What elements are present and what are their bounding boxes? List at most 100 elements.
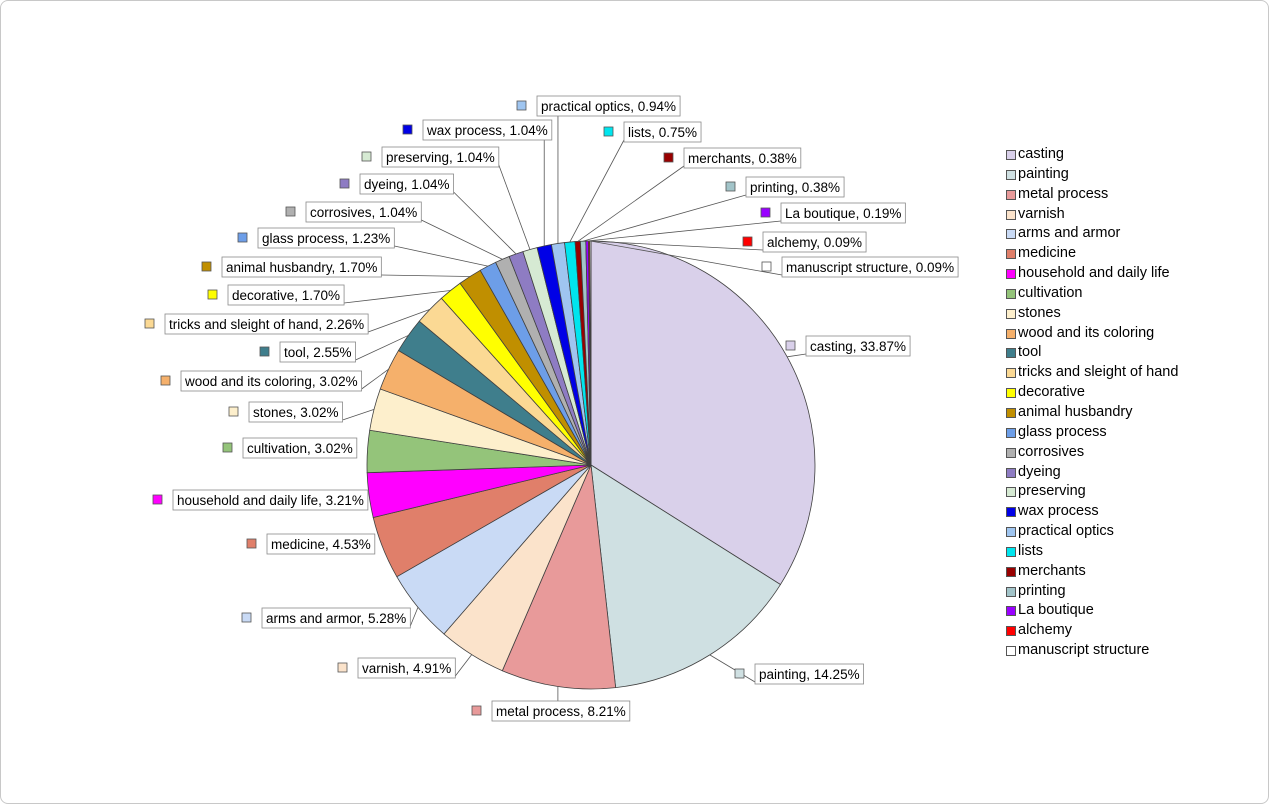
legend-swatch-alchemy bbox=[1006, 626, 1016, 637]
leader-line-printing bbox=[582, 194, 747, 242]
label-text-casting: casting, 33.87% bbox=[810, 339, 906, 354]
legend-label-decorative: decorative bbox=[1018, 384, 1085, 401]
data-label-dyeing: dyeing, 1.04% bbox=[339, 173, 454, 195]
label-swatch-metal-process bbox=[471, 705, 482, 716]
data-label-painting: painting, 14.25% bbox=[734, 663, 864, 685]
label-box-corrosives bbox=[305, 201, 422, 223]
label-box-metal-process bbox=[491, 700, 631, 722]
label-swatch-decorative bbox=[207, 289, 218, 300]
legend-swatch-merchants bbox=[1006, 566, 1016, 577]
leader-line-lists bbox=[569, 139, 625, 243]
legend-swatch-dyeing bbox=[1006, 467, 1016, 478]
label-text-varnish: varnish, 4.91% bbox=[362, 661, 451, 676]
legend-label-painting: painting bbox=[1018, 165, 1069, 182]
label-swatch-painting bbox=[734, 668, 745, 679]
label-text-cultivation: cultivation, 3.02% bbox=[247, 441, 353, 456]
data-label-household-and-daily-life: household and daily life, 3.21% bbox=[152, 489, 369, 511]
leader-line-animal-husbandry bbox=[381, 274, 470, 277]
label-box-practical-optics bbox=[536, 95, 681, 117]
leader-line-wood-and-its-coloring bbox=[361, 369, 389, 390]
pie-slices bbox=[366, 240, 816, 690]
data-label-lists: lists, 0.75% bbox=[603, 121, 702, 143]
legend-label-la-boutique: La boutique bbox=[1018, 602, 1094, 619]
label-box-stones bbox=[248, 401, 343, 423]
legend-swatch-la-boutique bbox=[1006, 606, 1016, 617]
legend-label-printing: printing bbox=[1018, 582, 1066, 599]
label-box-printing bbox=[745, 176, 845, 198]
data-label-glass-process: glass process, 1.23% bbox=[237, 227, 395, 249]
data-label-preserving: preserving, 1.04% bbox=[361, 146, 500, 168]
label-swatch-tricks-and-sleight-of-hand bbox=[144, 318, 155, 329]
legend-label-glass-process: glass process bbox=[1018, 423, 1107, 440]
legend-item-dyeing: dyeing bbox=[1005, 463, 1235, 483]
legend-label-medicine: medicine bbox=[1018, 245, 1077, 262]
label-text-lists: lists, 0.75% bbox=[628, 125, 697, 140]
legend-item-household-and-daily-life: household and daily life bbox=[1005, 264, 1235, 284]
legend-label-wax-process: wax process bbox=[1018, 503, 1099, 520]
data-label-animal-husbandry: animal husbandry, 1.70% bbox=[201, 256, 382, 278]
label-box-animal-husbandry bbox=[221, 256, 382, 278]
legend-label-household-and-daily-life: household and daily life bbox=[1018, 265, 1170, 282]
label-box-la-boutique bbox=[780, 202, 906, 224]
label-text-alchemy: alchemy, 0.09% bbox=[767, 235, 862, 250]
label-text-decorative: decorative, 1.70% bbox=[232, 288, 340, 303]
label-swatch-wax-process bbox=[402, 124, 413, 135]
leader-line-varnish bbox=[454, 654, 473, 677]
label-box-medicine bbox=[266, 533, 376, 555]
legend-item-wax-process: wax process bbox=[1005, 502, 1235, 522]
label-box-wax-process bbox=[422, 119, 553, 141]
legend-label-tricks-and-sleight-of-hand: tricks and sleight of hand bbox=[1018, 364, 1179, 381]
leader-line-preserving bbox=[498, 164, 531, 250]
leader-line-la-boutique bbox=[587, 220, 782, 242]
legend-swatch-metal-process bbox=[1006, 189, 1016, 200]
leader-line-corrosives bbox=[421, 219, 503, 260]
label-box-varnish bbox=[357, 657, 456, 679]
label-swatch-household-and-daily-life bbox=[152, 494, 163, 505]
label-box-wood-and-its-coloring bbox=[180, 370, 363, 392]
legend-swatch-corrosives bbox=[1006, 447, 1016, 458]
label-text-tool: tool, 2.55% bbox=[284, 345, 352, 360]
leader-line-arms-and-armor bbox=[409, 607, 419, 627]
label-swatch-la-boutique bbox=[760, 207, 771, 218]
label-text-la-boutique: La boutique, 0.19% bbox=[785, 206, 901, 221]
legend-item-alchemy: alchemy bbox=[1005, 621, 1235, 641]
pie-slice-metal-process bbox=[501, 463, 617, 690]
data-label-corrosives: corrosives, 1.04% bbox=[285, 201, 422, 223]
data-label-tricks-and-sleight-of-hand: tricks and sleight of hand, 2.26% bbox=[144, 313, 369, 335]
leader-lines bbox=[342, 116, 807, 701]
label-swatch-tool bbox=[259, 346, 270, 357]
label-text-metal-process: metal process, 8.21% bbox=[496, 704, 626, 719]
legend-item-cultivation: cultivation bbox=[1005, 284, 1235, 304]
label-text-stones: stones, 3.02% bbox=[253, 405, 339, 420]
data-label-varnish: varnish, 4.91% bbox=[337, 657, 456, 679]
legend-label-cultivation: cultivation bbox=[1018, 284, 1083, 301]
leader-line-stones bbox=[342, 408, 375, 421]
label-text-manuscript-structure: manuscript structure, 0.09% bbox=[786, 260, 954, 275]
data-label-tool: tool, 2.55% bbox=[259, 341, 356, 363]
data-label-wax-process: wax process, 1.04% bbox=[402, 119, 553, 141]
legend-label-varnish: varnish bbox=[1018, 205, 1065, 222]
label-box-decorative bbox=[227, 284, 345, 306]
label-swatch-preserving bbox=[361, 151, 372, 162]
legend-item-la-boutique: La boutique bbox=[1005, 601, 1235, 621]
legend-item-stones: stones bbox=[1005, 304, 1235, 324]
legend-swatch-household-and-daily-life bbox=[1006, 269, 1016, 280]
label-swatch-manuscript-structure bbox=[761, 261, 772, 272]
label-swatch-cultivation bbox=[222, 442, 233, 453]
leader-line-alchemy bbox=[589, 240, 764, 251]
legend-swatch-arms-and-armor bbox=[1006, 229, 1016, 240]
legend-label-wood-and-its-coloring: wood and its coloring bbox=[1018, 324, 1155, 341]
label-swatch-wood-and-its-coloring bbox=[160, 375, 171, 386]
label-box-glass-process bbox=[257, 227, 395, 249]
legend-label-metal-process: metal process bbox=[1018, 185, 1109, 202]
label-swatch-printing bbox=[725, 181, 736, 192]
legend-item-animal-husbandry: animal husbandry bbox=[1005, 403, 1235, 423]
label-box-alchemy bbox=[762, 231, 867, 253]
legend-swatch-wax-process bbox=[1006, 507, 1016, 518]
label-text-arms-and-armor: arms and armor, 5.28% bbox=[266, 611, 406, 626]
legend-label-corrosives: corrosives bbox=[1018, 443, 1085, 460]
legend-swatch-varnish bbox=[1006, 209, 1016, 220]
data-label-printing: printing, 0.38% bbox=[725, 176, 845, 198]
legend-item-wood-and-its-coloring: wood and its coloring bbox=[1005, 324, 1235, 344]
